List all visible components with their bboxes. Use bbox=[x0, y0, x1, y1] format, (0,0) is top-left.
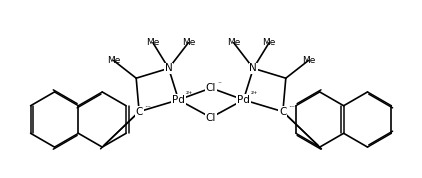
Text: Pd: Pd bbox=[172, 95, 185, 105]
Text: ²⁺: ²⁺ bbox=[251, 90, 258, 99]
Text: ²⁺: ²⁺ bbox=[186, 90, 193, 99]
Text: Me: Me bbox=[262, 38, 276, 47]
Text: ⁻: ⁻ bbox=[218, 109, 222, 118]
Text: N: N bbox=[165, 63, 173, 73]
Text: ·⁻: ·⁻ bbox=[144, 103, 151, 112]
Text: ·⁻: ·⁻ bbox=[288, 103, 295, 112]
Text: Me: Me bbox=[107, 56, 120, 65]
Text: Me: Me bbox=[227, 38, 240, 47]
Text: Me: Me bbox=[182, 38, 195, 47]
Text: Me: Me bbox=[302, 56, 315, 65]
Text: Cl: Cl bbox=[206, 112, 216, 122]
Text: Cl: Cl bbox=[206, 83, 216, 93]
Text: C: C bbox=[135, 107, 143, 117]
Text: Pd: Pd bbox=[237, 95, 250, 105]
Text: C: C bbox=[279, 107, 287, 117]
Text: ⁻: ⁻ bbox=[218, 80, 222, 89]
Text: N: N bbox=[249, 63, 257, 73]
Text: Me: Me bbox=[146, 38, 160, 47]
